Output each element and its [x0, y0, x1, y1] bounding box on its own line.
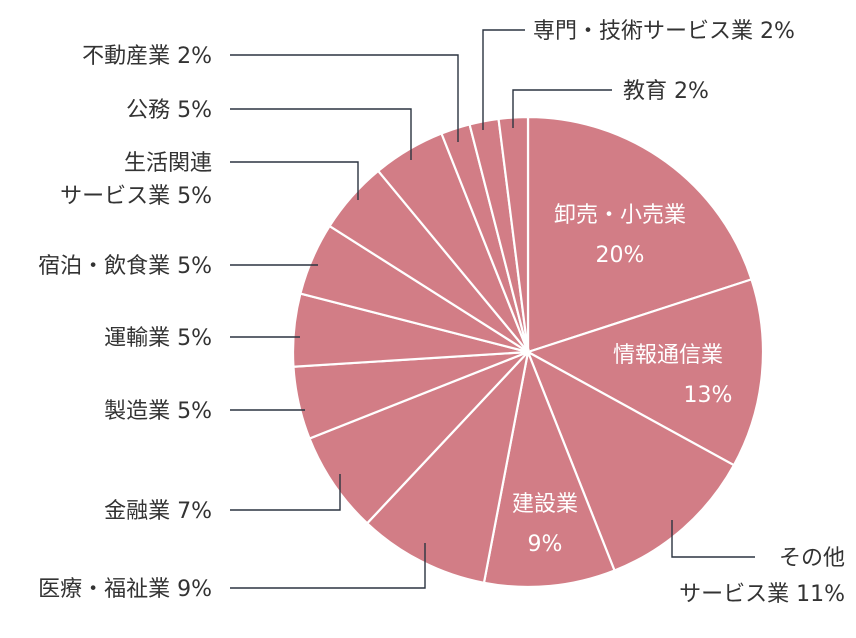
label-kensetsu-value: 9%	[528, 532, 563, 557]
label-oroshi-name: 卸売・小売業	[554, 203, 686, 228]
label-komu: 公務 5%	[126, 98, 212, 123]
leader-lines	[230, 29, 755, 589]
label-kensetsu-name: 建設業	[512, 492, 578, 517]
label-seizo: 製造業 5%	[104, 399, 212, 424]
leader-line-sonota	[671, 520, 755, 558]
leader-line-seikatsu	[230, 161, 359, 200]
leader-line-komu	[230, 108, 412, 160]
leader-line-fudosan	[230, 54, 459, 142]
label-joho-name: 情報通信業	[613, 343, 723, 368]
pie-slices	[291, 115, 765, 589]
pie-slice-0	[526, 115, 753, 354]
leader-line-senmon	[482, 29, 525, 130]
label-fudosan: 不動産業 2%	[82, 44, 212, 69]
pie-slice-3	[482, 348, 616, 589]
pie-slice-2	[525, 349, 736, 572]
label-senmon: 専門・技術サービス業 2%	[533, 19, 795, 44]
leader-line-kinyu	[230, 474, 341, 511]
label-oroshi-value: 20%	[596, 243, 645, 268]
label-shukuhaku: 宿泊・飲食業 5%	[38, 254, 212, 279]
label-iryo: 医療・福祉業 9%	[38, 577, 212, 602]
label-kinyu: 金融業 7%	[104, 499, 212, 524]
slice-labels: 卸売・小売業 20% 情報通信業 13% 建設業 9% 専門・技術サービス業 2…	[38, 19, 845, 607]
leader-line-kyoiku	[512, 89, 612, 128]
label-unyu: 運輸業 5%	[104, 326, 212, 351]
leader-line-iryo	[230, 543, 426, 589]
pie-slice-1	[525, 277, 765, 467]
label-joho-value: 13%	[684, 383, 733, 408]
label-kyoiku: 教育 2%	[623, 79, 709, 104]
label-seikatsu-line2: サービス業 5%	[60, 184, 212, 209]
label-sonota-line1: その他	[779, 546, 845, 571]
label-sonota-line2: サービス業 11%	[679, 582, 845, 607]
pie-slice-4	[365, 348, 530, 585]
label-seikatsu-line1: 生活関連	[124, 151, 212, 176]
pie-slice-5	[308, 350, 529, 525]
